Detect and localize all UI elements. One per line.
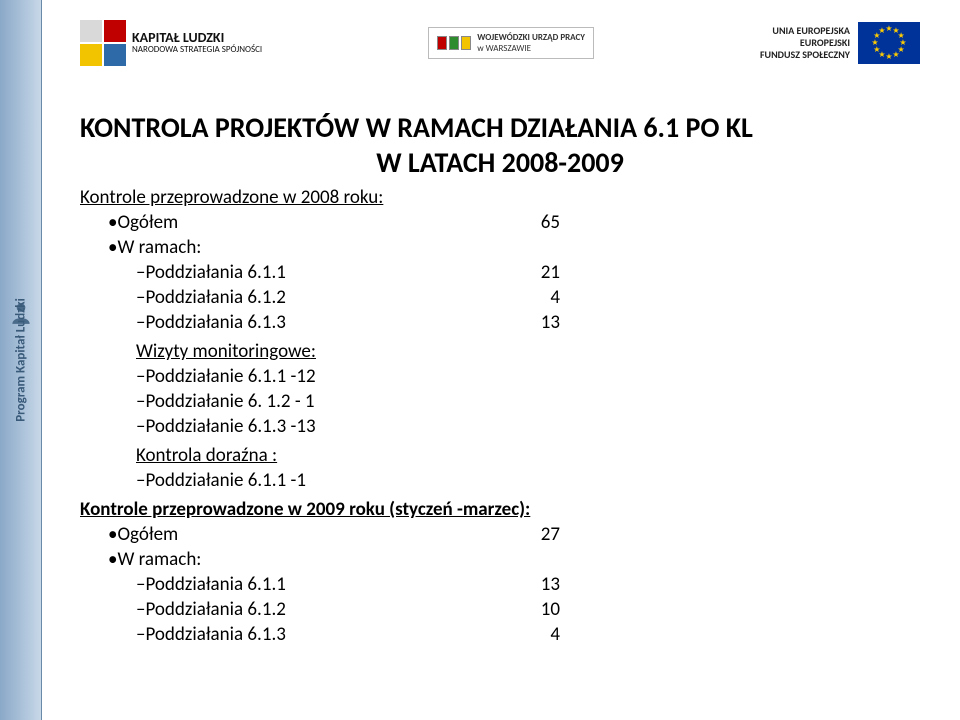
eu-logo: UNIA EUROPEJSKA EUROPEJSKI FUNDUSZ SPOŁE…: [760, 22, 920, 64]
header: KAPITAŁ LUDZKI NARODOWA STRATEGIA SPÓJNO…: [80, 20, 920, 66]
s1-total-val: 65: [541, 211, 920, 234]
title-line1: KONTROLA PROJEKTÓW W RAMACH DZIAŁANIA 6.…: [80, 110, 753, 145]
wup-line2: w WARSZAWIE: [477, 43, 585, 54]
sidebar: Program Kapitał Ludzki: [0, 0, 42, 720]
sidebar-label: Program Kapitał Ludzki: [13, 298, 28, 422]
wup-line1: WOJEWÓDZKI URZĄD PRACY: [477, 32, 585, 43]
s4-total-val: 27: [541, 523, 920, 546]
title-line2: W LATACH 2008-2009: [80, 145, 920, 180]
list-item: Poddziałania 6.1.24: [80, 286, 920, 309]
list-item: Poddziałania 6.1.121: [80, 261, 920, 284]
list-item: Poddziałanie 6.1.1 -1: [80, 469, 920, 492]
wup-logo: WOJEWÓDZKI URZĄD PRACY w WARSZAWIE: [428, 27, 594, 59]
s3-heading: Kontrola doraźna :: [80, 444, 920, 467]
s1-heading: Kontrole przeprowadzone w 2008 roku:: [80, 186, 920, 209]
s4-heading: Kontrole przeprowadzone w 2009 roku (sty…: [80, 498, 920, 521]
s1-total-label: Ogółem: [117, 211, 178, 234]
list-item: Poddziałania 6.1.34: [80, 623, 920, 646]
kl-logo: KAPITAŁ LUDZKI NARODOWA STRATEGIA SPÓJNO…: [80, 20, 262, 66]
kl-logo-icon: [80, 20, 126, 66]
eu-flag-icon: ★★★★★★★★★★★★: [858, 22, 920, 64]
list-item: Poddziałanie 6.1.1 -12: [80, 365, 920, 388]
s4-total: Ogółem 27: [80, 523, 920, 546]
kl-title: KAPITAŁ LUDZKI: [132, 31, 262, 45]
slide-content: KONTROLA PROJEKTÓW W RAMACH DZIAŁANIA 6.…: [80, 110, 920, 646]
wup-flags-icon: [437, 36, 471, 50]
kl-subtitle: NARODOWA STRATEGIA SPÓJNOŚCI: [132, 45, 262, 56]
eu-line3: FUNDUSZ SPOŁECZNY: [760, 49, 850, 61]
s2-heading: Wizyty monitoringowe:: [80, 340, 920, 363]
list-item: Poddziałania 6.1.113: [80, 573, 920, 596]
s4-ramach: W ramach:: [80, 548, 920, 571]
s4-total-label: Ogółem: [117, 523, 178, 546]
page-title: KONTROLA PROJEKTÓW W RAMACH DZIAŁANIA 6.…: [80, 110, 920, 180]
list-item: Poddziałania 6.1.313: [80, 311, 920, 334]
list-item: Poddziałania 6.1.210: [80, 598, 920, 621]
s1-ramach: W ramach:: [80, 236, 920, 259]
s1-total: Ogółem 65: [80, 211, 920, 234]
list-item: Poddziałanie 6. 1.2 - 1: [80, 390, 920, 413]
list-item: Poddziałanie 6.1.3 -13: [80, 415, 920, 438]
